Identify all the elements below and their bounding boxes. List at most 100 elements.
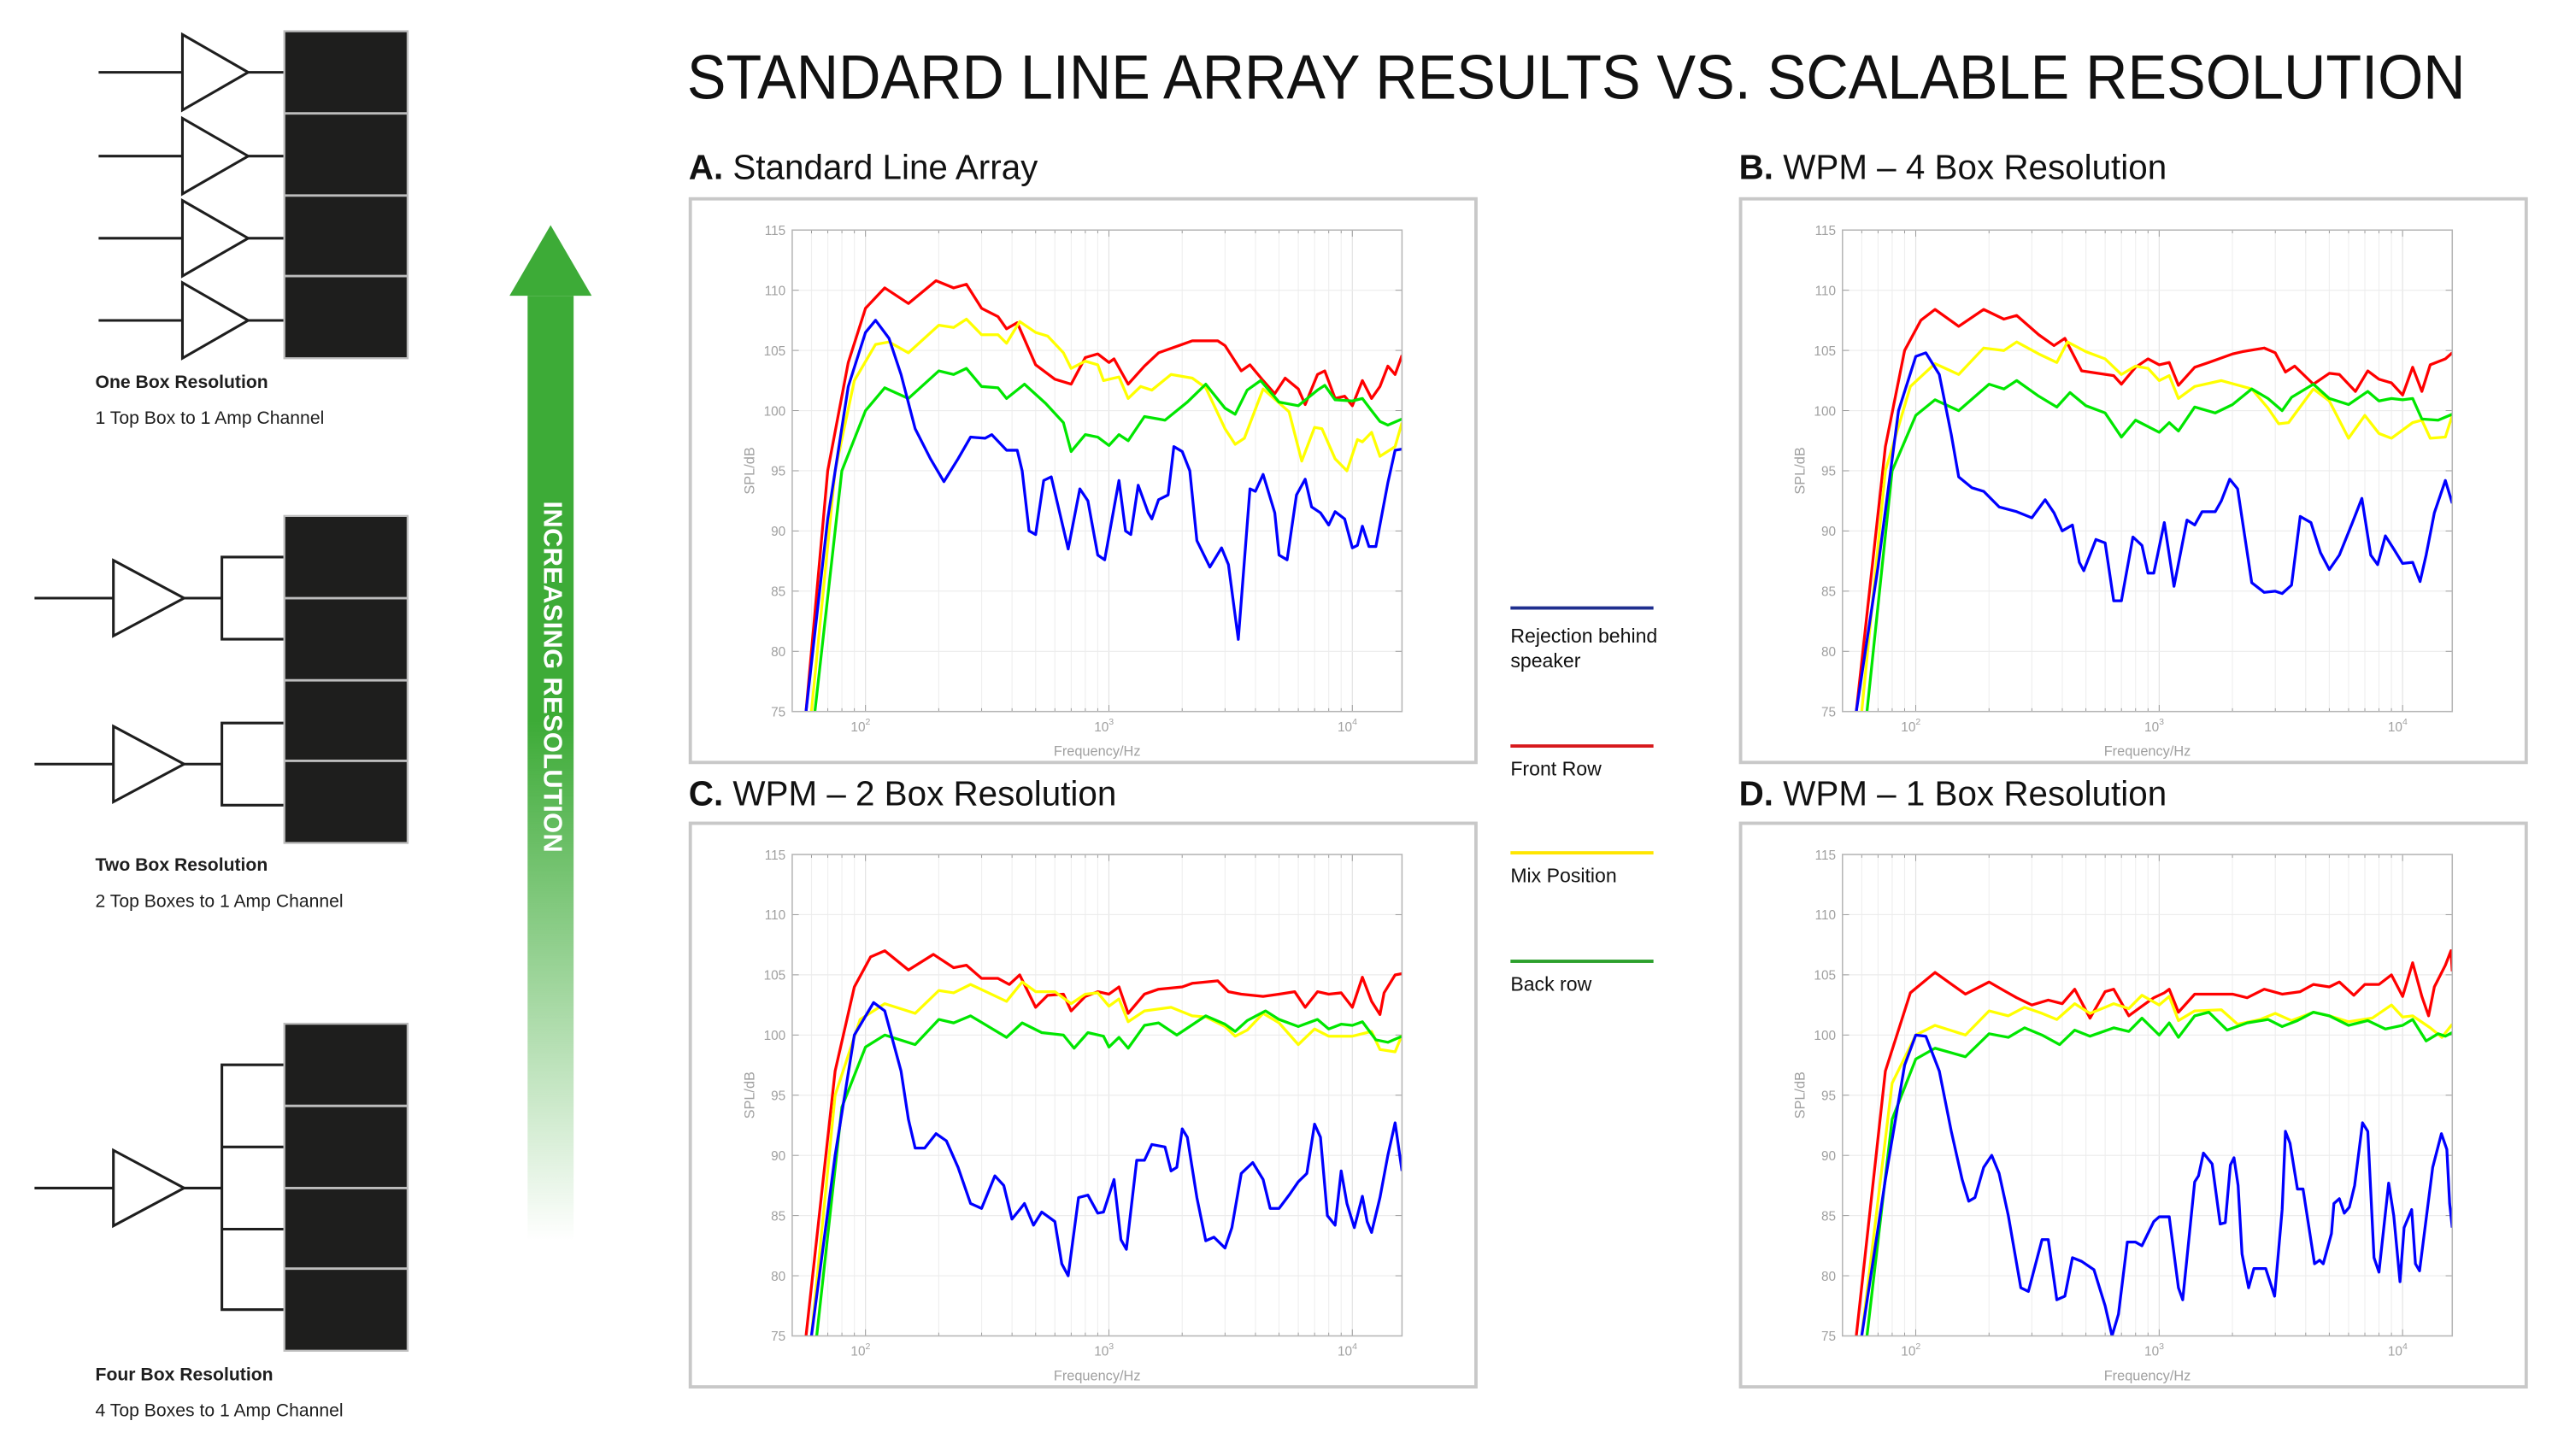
y-axis-label: SPL/dB [1793,447,1808,494]
increasing-resolution-arrow-icon [509,225,592,1241]
x-tick-label: 102 [1901,1342,1920,1359]
y-tick-label: 85 [1821,1209,1836,1224]
legend-swatch-mix-position [1510,851,1654,855]
y-tick-label: 100 [764,404,786,419]
y-tick-label: 115 [1815,848,1837,863]
chart-c-label: C. WPM – 2 Box Resolution [689,776,1117,815]
series-line-mix-position [1860,340,2453,712]
x-tick-exponent: 4 [2402,717,2408,727]
x-tick-exponent: 4 [1352,717,1357,727]
x-tick-exponent: 2 [1915,717,1920,727]
y-tick-label: 75 [1821,705,1836,719]
x-tick-label: 102 [1901,717,1920,735]
y-tick-label: 115 [765,224,786,238]
y-tick-label: 90 [1821,1149,1836,1164]
y-tick-label: 85 [1821,585,1836,600]
page-title-text: STANDARD LINE ARRAY RESULTS VS. SCALABLE… [687,43,2466,112]
plot-frame [791,854,1403,1337]
x-tick-exponent: 3 [1109,1342,1114,1352]
series-line-front-row [804,949,1403,1336]
plot-frame [1842,854,2454,1337]
series-line-back-row [1865,1010,2453,1336]
x-tick-base: 10 [1338,1345,1352,1359]
two-box-subtitle: 2 Top Boxes to 1 Amp Channel [95,892,344,913]
y-axis-label: SPL/dB [1793,1071,1808,1118]
y-tick-label: 110 [765,284,786,298]
y-tick-label: 85 [771,1209,785,1224]
two-box-diagram [34,555,285,807]
x-tick-base: 10 [1901,720,1915,735]
y-tick-label: 95 [771,465,785,479]
x-tick-base: 10 [1338,720,1352,735]
x-tick-label: 102 [850,717,870,735]
chart-a-label: A. Standard Line Array [689,150,1038,189]
chart-c-title: WPM – 2 Box Resolution [732,775,1117,813]
chart-a-letter: A. [688,150,724,188]
y-tick-label: 80 [771,1270,785,1284]
series-line-rejection-behind-speaker [804,319,1403,712]
y-tick-label: 90 [1821,525,1836,539]
legend-swatch-rejection [1510,606,1654,610]
chart-c-letter: C. [688,775,724,813]
plot-frame [1842,229,2454,713]
chart-d-letter: D. [1738,775,1774,813]
x-tick-exponent: 3 [1109,717,1114,727]
x-tick-label: 104 [1338,1342,1357,1359]
y-tick-label: 85 [771,585,785,600]
legend-label-mix-position: Mix Position [1510,864,1617,888]
series-line-mix-position [1860,994,2453,1336]
y-tick-label: 75 [1821,1330,1836,1344]
y-axis-label: SPL/dB [743,1071,758,1118]
x-tick-base: 10 [2388,1345,2402,1359]
y-tick-label: 80 [771,645,785,660]
four-box-diagram [34,1063,285,1312]
legend-label-rejection: Rejection behind speaker [1510,624,1658,672]
series-line-front-row [1855,949,2453,1336]
y-tick-label: 110 [1815,908,1837,923]
y-tick-label: 105 [1814,969,1836,983]
y-tick-label: 115 [1815,224,1837,238]
x-tick-exponent: 2 [866,1342,871,1352]
y-tick-label: 80 [1821,645,1836,660]
x-axis-label: Frequency/Hz [1054,1368,1141,1383]
y-tick-label: 80 [1821,1270,1836,1284]
y-tick-label: 105 [764,969,786,983]
chart-d-label: D. WPM – 1 Box Resolution [1739,776,2167,815]
chart-c-panel: 75 80 85 90 95 100 105 110 115 102 103 104 Frequency… [688,821,1478,1389]
four-box-subtitle: 4 Top Boxes to 1 Amp Channel [95,1401,344,1422]
y-tick-label: 100 [764,1029,786,1043]
x-tick-base: 10 [2388,720,2402,735]
legend-swatch-back-row [1510,960,1654,963]
x-tick-exponent: 3 [2159,1342,2164,1352]
y-tick-label: 110 [1815,284,1837,298]
y-tick-label: 115 [765,848,786,863]
chart-d-panel: 75 80 85 90 95 100 105 110 115 102 103 104 Frequency… [1738,821,2528,1389]
y-tick-label: 75 [771,705,785,719]
two-box-title: Two Box Resolution [95,855,268,877]
resolution-diagrams [34,30,592,1352]
x-tick-base: 10 [1094,720,1109,735]
increasing-resolution-label: INCREASING RESOLUTION [537,501,566,854]
y-tick-label: 95 [771,1089,785,1104]
chart-a-title: Standard Line Array [732,150,1038,188]
x-tick-base: 10 [850,720,865,735]
series-line-rejection-behind-speaker [1855,351,2453,712]
x-tick-exponent: 2 [1915,1342,1920,1352]
two-box-speaker-stack [283,514,409,844]
x-tick-base: 10 [850,1345,865,1359]
plot-frame [791,229,1403,713]
chart-b-title: WPM – 4 Box Resolution [1783,150,2167,188]
series-line-back-row [814,1009,1403,1336]
chart-b-label: B. WPM – 4 Box Resolution [1739,150,2167,189]
chart-d-title: WPM – 1 Box Resolution [1783,775,2167,813]
series-line-back-row [813,367,1403,712]
y-tick-label: 75 [771,1330,785,1344]
x-tick-label: 103 [1094,717,1114,735]
x-tick-label: 103 [2144,1342,2164,1359]
x-tick-base: 10 [2144,1345,2159,1359]
